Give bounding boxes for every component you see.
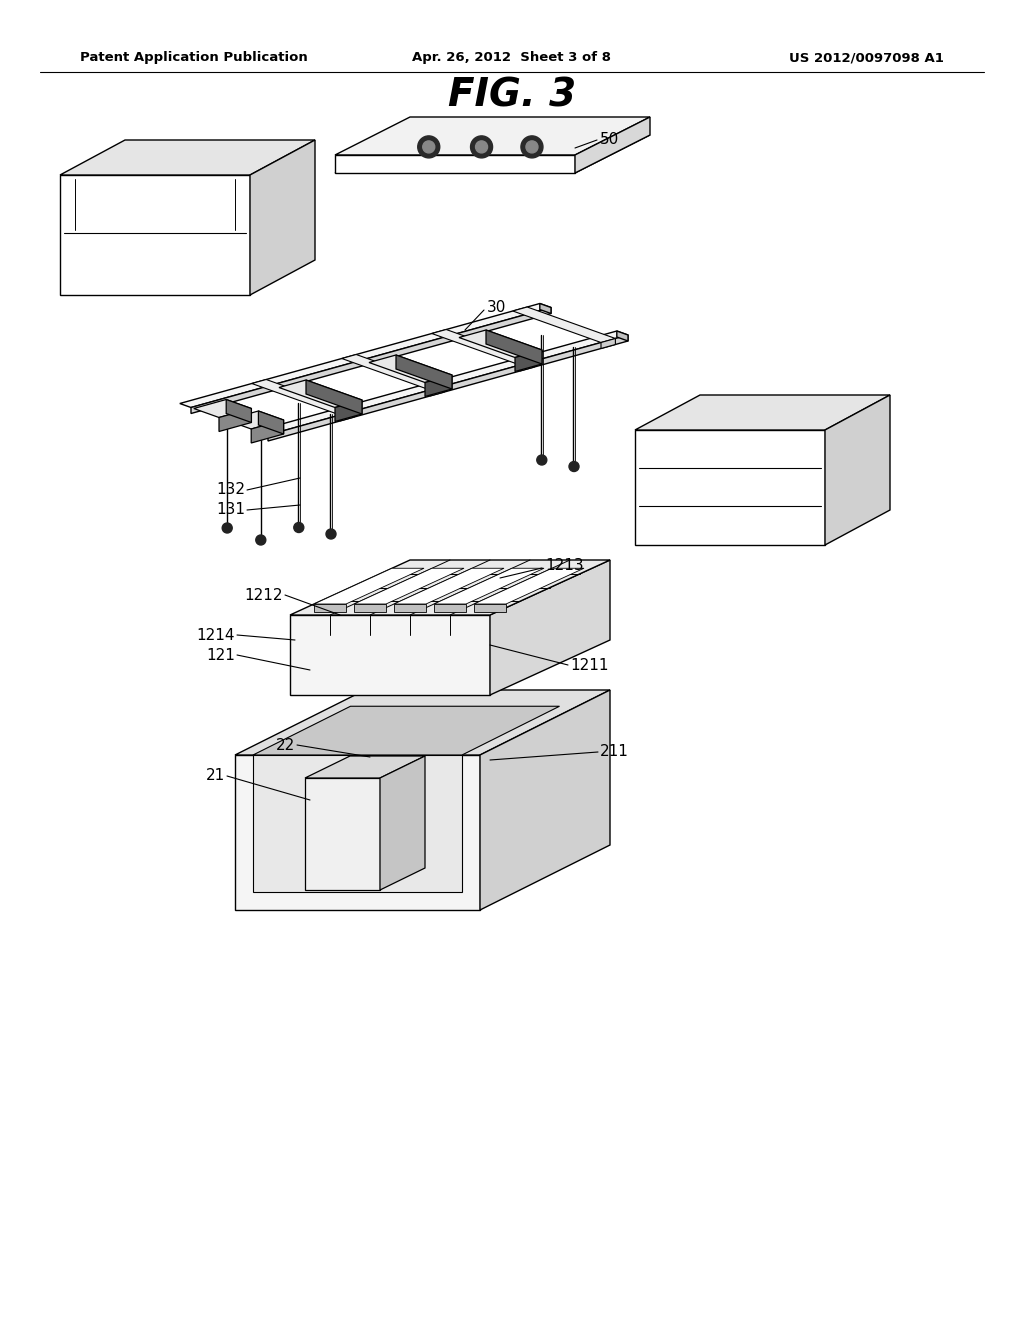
Polygon shape bbox=[234, 755, 480, 909]
Polygon shape bbox=[575, 117, 650, 173]
Text: 132: 132 bbox=[216, 483, 245, 498]
Polygon shape bbox=[434, 605, 466, 612]
Polygon shape bbox=[253, 755, 462, 892]
Text: 50: 50 bbox=[600, 132, 620, 148]
Circle shape bbox=[526, 141, 538, 153]
Polygon shape bbox=[616, 331, 628, 341]
Polygon shape bbox=[305, 777, 380, 890]
Polygon shape bbox=[635, 430, 825, 545]
Polygon shape bbox=[480, 690, 610, 909]
Polygon shape bbox=[226, 411, 284, 429]
Circle shape bbox=[256, 535, 266, 545]
Polygon shape bbox=[540, 304, 551, 314]
Polygon shape bbox=[490, 560, 610, 696]
Polygon shape bbox=[60, 140, 315, 176]
Polygon shape bbox=[257, 331, 628, 436]
Polygon shape bbox=[335, 117, 650, 154]
Text: 22: 22 bbox=[275, 738, 295, 752]
Polygon shape bbox=[335, 400, 362, 421]
Circle shape bbox=[222, 523, 232, 533]
Text: Patent Application Publication: Patent Application Publication bbox=[80, 51, 308, 65]
Polygon shape bbox=[369, 355, 452, 383]
Text: 1213: 1213 bbox=[545, 557, 584, 573]
Polygon shape bbox=[290, 615, 490, 696]
Polygon shape bbox=[250, 140, 315, 294]
Polygon shape bbox=[340, 411, 354, 421]
Circle shape bbox=[418, 136, 439, 158]
Polygon shape bbox=[268, 335, 628, 441]
Polygon shape bbox=[342, 355, 444, 389]
Polygon shape bbox=[434, 568, 544, 605]
Polygon shape bbox=[180, 304, 551, 408]
Text: 1212: 1212 bbox=[245, 587, 283, 602]
Polygon shape bbox=[258, 411, 284, 434]
Polygon shape bbox=[314, 605, 346, 612]
Circle shape bbox=[471, 136, 493, 158]
Polygon shape bbox=[306, 380, 362, 414]
Polygon shape bbox=[430, 385, 444, 396]
Polygon shape bbox=[60, 176, 250, 294]
Circle shape bbox=[326, 529, 336, 539]
Circle shape bbox=[475, 141, 487, 153]
Polygon shape bbox=[251, 420, 284, 444]
Polygon shape bbox=[380, 756, 425, 890]
Polygon shape bbox=[253, 706, 559, 755]
Polygon shape bbox=[520, 360, 535, 371]
Polygon shape bbox=[354, 568, 464, 605]
Polygon shape bbox=[194, 400, 252, 417]
Polygon shape bbox=[432, 330, 535, 366]
Polygon shape bbox=[226, 400, 252, 422]
Polygon shape bbox=[396, 355, 452, 389]
Text: FIG. 3: FIG. 3 bbox=[447, 77, 577, 114]
Polygon shape bbox=[335, 154, 575, 173]
Polygon shape bbox=[474, 568, 584, 605]
Polygon shape bbox=[486, 330, 542, 364]
Polygon shape bbox=[513, 308, 615, 342]
Text: 131: 131 bbox=[216, 503, 245, 517]
Polygon shape bbox=[635, 395, 890, 430]
Polygon shape bbox=[825, 395, 890, 545]
Text: 1211: 1211 bbox=[570, 657, 608, 672]
Polygon shape bbox=[290, 560, 610, 615]
Circle shape bbox=[423, 141, 435, 153]
Polygon shape bbox=[394, 568, 504, 605]
Polygon shape bbox=[234, 690, 610, 755]
Polygon shape bbox=[425, 375, 452, 396]
Polygon shape bbox=[314, 568, 424, 605]
Text: 211: 211 bbox=[600, 744, 629, 759]
Text: 30: 30 bbox=[487, 301, 507, 315]
Circle shape bbox=[294, 523, 304, 532]
Polygon shape bbox=[394, 605, 426, 612]
Polygon shape bbox=[515, 350, 542, 371]
Polygon shape bbox=[191, 308, 551, 413]
Polygon shape bbox=[601, 338, 615, 348]
Text: 121: 121 bbox=[206, 648, 234, 663]
Circle shape bbox=[537, 455, 547, 465]
Polygon shape bbox=[219, 408, 252, 432]
Text: 1214: 1214 bbox=[197, 627, 234, 643]
Text: Apr. 26, 2012  Sheet 3 of 8: Apr. 26, 2012 Sheet 3 of 8 bbox=[413, 51, 611, 65]
Polygon shape bbox=[279, 380, 362, 408]
Text: US 2012/0097098 A1: US 2012/0097098 A1 bbox=[790, 51, 944, 65]
Text: 21: 21 bbox=[206, 767, 225, 783]
Polygon shape bbox=[474, 605, 506, 612]
Circle shape bbox=[521, 136, 543, 158]
Polygon shape bbox=[459, 330, 542, 358]
Polygon shape bbox=[335, 135, 650, 173]
Polygon shape bbox=[354, 605, 386, 612]
Circle shape bbox=[569, 462, 579, 471]
Polygon shape bbox=[252, 380, 354, 414]
Polygon shape bbox=[305, 756, 425, 777]
